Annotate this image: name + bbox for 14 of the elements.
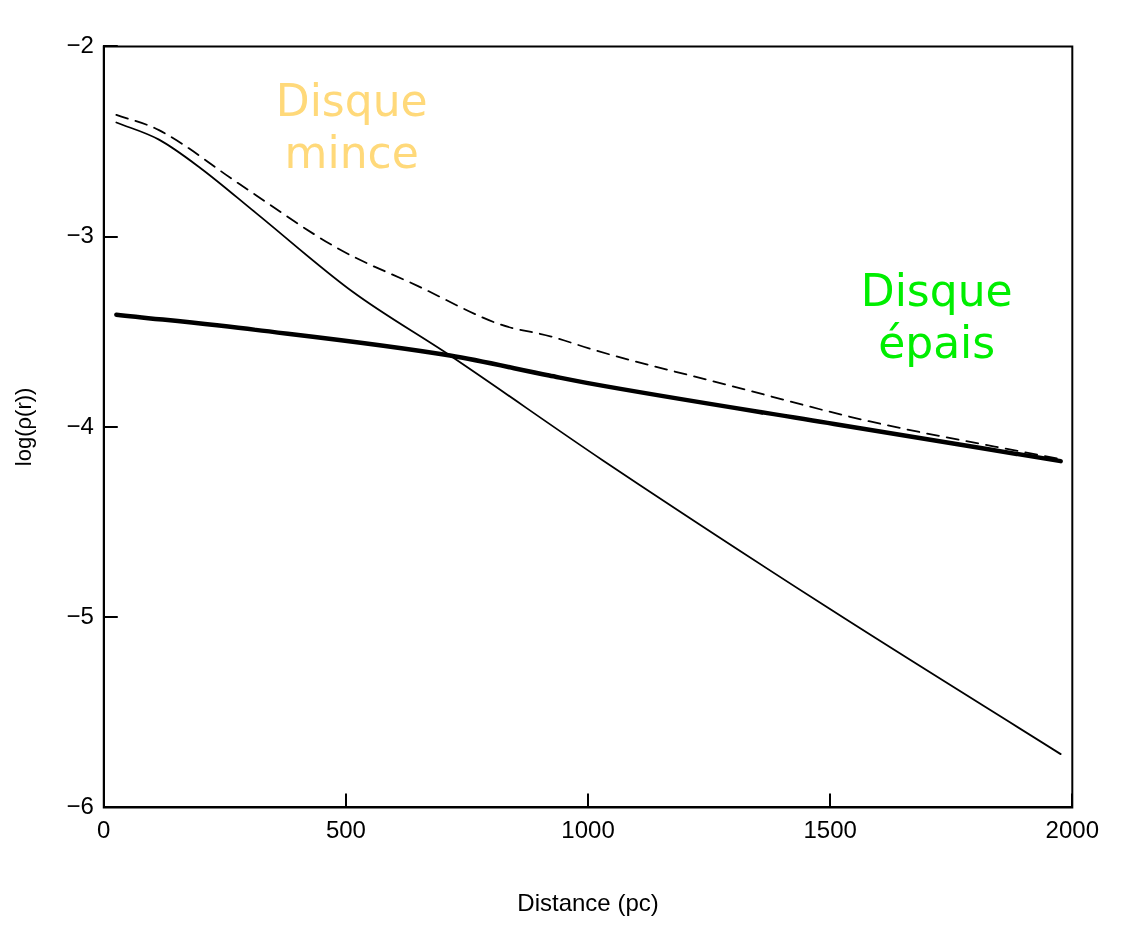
annotation: Disque épais: [860, 264, 1013, 368]
y-axis-title: log(ρ(r)): [11, 387, 37, 467]
x-tick-label: 2000: [1045, 816, 1099, 844]
y-tick-label: −3: [66, 221, 94, 249]
y-tick-label: −5: [66, 601, 94, 629]
x-tick-label: 500: [325, 816, 366, 844]
x-tick-label: 0: [97, 816, 111, 844]
annotation: Disque mince: [275, 74, 428, 178]
y-tick-label: −6: [66, 792, 94, 820]
x-tick-label: 1000: [561, 816, 615, 844]
x-axis-title: Distance (pc): [517, 889, 659, 917]
y-tick-label: −4: [66, 411, 94, 439]
y-tick-label: −2: [66, 31, 94, 59]
x-tick-label: 1500: [803, 816, 857, 844]
